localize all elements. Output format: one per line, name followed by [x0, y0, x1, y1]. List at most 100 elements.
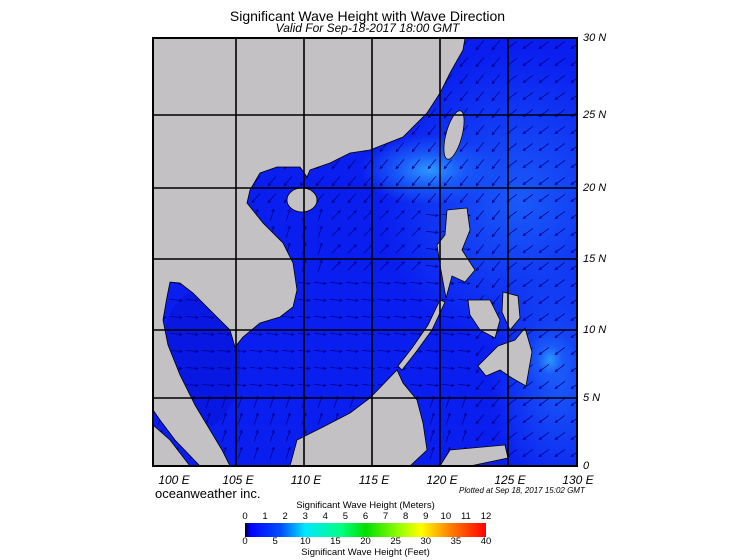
- graticule: [153, 38, 577, 466]
- direction-arrow: [491, 91, 501, 102]
- direction-arrow: [317, 412, 323, 425]
- direction-arrow: [522, 75, 534, 83]
- direction-arrow: [395, 227, 405, 237]
- direction-arrow: [363, 193, 373, 204]
- direction-arrow: [411, 176, 421, 187]
- lat-label: 5 N: [583, 392, 601, 404]
- mindanao: [477, 327, 533, 387]
- direction-arrow: [201, 315, 215, 320]
- direction-arrow: [395, 210, 405, 220]
- direction-arrow: [249, 366, 263, 371]
- direction-arrow: [522, 194, 534, 202]
- direction-arrow: [217, 332, 231, 337]
- direction-arrow: [554, 415, 566, 423]
- direction-arrow: [475, 346, 485, 357]
- direction-arrow: [411, 210, 421, 220]
- direction-arrow: [377, 366, 391, 371]
- direction-arrow: [331, 159, 341, 170]
- direction-arrow: [217, 349, 231, 354]
- direction-arrow: [459, 193, 469, 204]
- direction-arrow: [554, 432, 566, 440]
- direction-arrow: [522, 398, 534, 406]
- direction-arrow: [427, 125, 437, 136]
- direction-arrow: [237, 429, 243, 442]
- lat-label: 20 N: [583, 182, 607, 194]
- direction-arrow: [409, 281, 423, 286]
- direction-arrow: [281, 332, 295, 337]
- direction-arrow: [441, 298, 455, 303]
- direction-arrow: [554, 126, 566, 134]
- direction-arrow: [347, 227, 357, 237]
- palawan: [397, 299, 446, 371]
- direction-arrow: [475, 261, 485, 272]
- direction-arrow: [425, 349, 439, 354]
- direction-arrow: [538, 313, 550, 321]
- lon-label: 110 E: [290, 473, 322, 487]
- direction-arrow: [522, 432, 534, 440]
- direction-arrow: [475, 397, 485, 408]
- direction-arrow: [427, 142, 437, 153]
- direction-arrow: [538, 160, 550, 168]
- direction-arrow: [538, 347, 550, 355]
- direction-arrow: [554, 177, 566, 185]
- direction-arrow: [457, 383, 471, 388]
- direction-arrow: [217, 383, 231, 388]
- direction-arrow: [554, 194, 566, 202]
- direction-arrow: [522, 313, 534, 321]
- direction-arrow: [347, 159, 357, 170]
- direction-arrow: [313, 315, 327, 320]
- colorbar-tick: 12: [480, 511, 492, 522]
- direction-arrow: [329, 349, 343, 354]
- direction-arrow: [205, 412, 211, 425]
- direction-arrow: [393, 349, 407, 354]
- direction-arrow: [377, 298, 391, 303]
- direction-arrow: [329, 383, 343, 388]
- direction-arrow: [459, 74, 469, 85]
- direction-arrow: [285, 429, 291, 442]
- direction-arrow: [445, 412, 451, 425]
- direction-arrow: [554, 228, 566, 236]
- direction-arrow: [522, 177, 534, 185]
- direction-arrow: [554, 245, 566, 253]
- direction-arrow: [251, 193, 261, 204]
- direction-arrow: [427, 159, 437, 170]
- plotted-time: Plotted at Sep 18, 2017 15:02 GMT: [459, 486, 585, 495]
- direction-arrow: [443, 176, 453, 187]
- direction-arrow: [317, 259, 323, 272]
- direction-arrow: [395, 176, 405, 187]
- direction-arrow: [345, 315, 359, 320]
- direction-arrow: [538, 194, 550, 202]
- direction-arrow: [317, 225, 323, 238]
- direction-arrow: [461, 412, 467, 425]
- borneo: [289, 369, 428, 466]
- direction-arrow: [554, 313, 566, 321]
- direction-arrow: [379, 159, 389, 170]
- direction-arrow: [329, 298, 343, 303]
- direction-arrow: [457, 349, 471, 354]
- direction-arrow: [538, 92, 550, 100]
- direction-arrow: [379, 261, 389, 271]
- mainland-asia: [153, 38, 466, 466]
- direction-arrow: [329, 315, 343, 320]
- direction-arrow: [522, 126, 534, 134]
- colorbar-tick: 4: [322, 511, 328, 522]
- direction-arrow: [347, 193, 357, 204]
- direction-arrow: [441, 383, 455, 388]
- direction-arrow: [249, 383, 263, 388]
- direction-arrow: [201, 332, 215, 337]
- direction-arrow: [249, 349, 263, 354]
- direction-arrow: [491, 193, 501, 204]
- colorbar-tick: 35: [450, 536, 462, 547]
- direction-arrow: [313, 349, 327, 354]
- direction-arrow: [491, 142, 501, 153]
- direction-arrow: [491, 397, 501, 408]
- direction-arrow: [491, 210, 501, 221]
- direction-arrow: [347, 261, 357, 271]
- direction-arrow: [281, 366, 295, 371]
- direction-arrow: [554, 398, 566, 406]
- direction-arrow: [457, 281, 471, 286]
- direction-arrow: [522, 160, 534, 168]
- colorbar-tick: 8: [403, 511, 409, 522]
- direction-arrow: [281, 315, 295, 320]
- direction-arrow: [475, 142, 485, 153]
